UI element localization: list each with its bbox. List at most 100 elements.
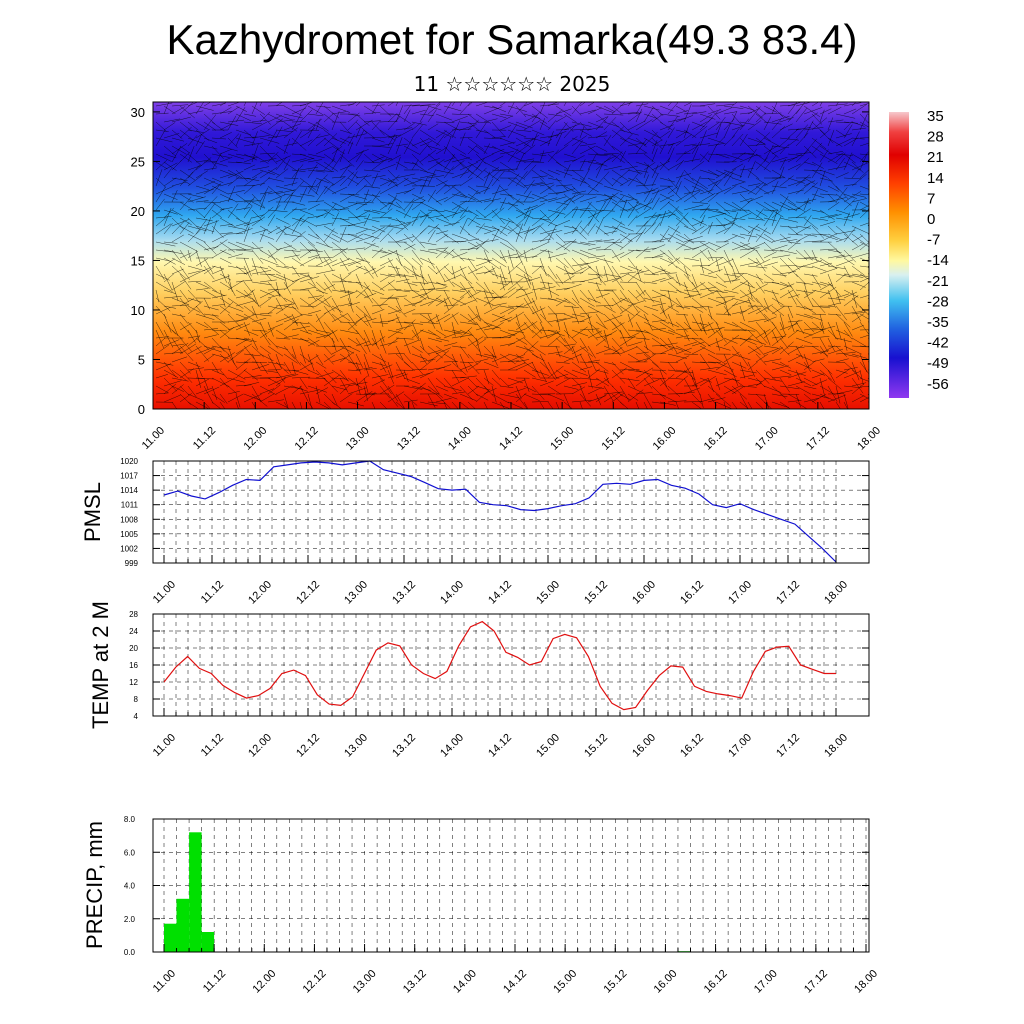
wind-barb [667,257,681,267]
wind-barb [579,201,592,219]
y-tick-label: 0.0 [124,948,136,957]
wind-barb [323,158,336,171]
wind-barb [587,246,601,251]
wind-barb [643,164,649,179]
wind-barb [339,393,353,403]
wind-barb [707,111,719,123]
wind-barb [339,171,355,187]
wind-barb [667,140,681,147]
wind-barb [363,265,374,279]
wind-barb [291,385,308,392]
precip-ylabel: PRECIP, mm [82,821,107,949]
wind-barb [851,127,867,131]
wind-barb [355,353,363,368]
wind-barb [651,244,666,251]
wind-barb [315,334,331,339]
wind-barb [515,129,532,132]
wind-barb [731,280,749,291]
wind-barb [211,153,230,158]
wind-barb [523,297,535,315]
wind-barb [235,401,239,409]
wind-barb [379,297,400,300]
wind-barb [235,361,249,364]
wind-barb [251,209,263,221]
wind-barb [835,237,849,243]
wind-barb [219,352,235,363]
wind-barb [155,374,168,379]
wind-barb [611,151,623,163]
wind-barb [739,304,756,315]
wind-barb [187,321,198,334]
wind-barb [251,337,259,350]
wind-barb [763,326,777,339]
wind-barb [283,281,292,295]
wind-barb [155,321,164,336]
wind-barb [739,241,758,252]
wind-barb [803,273,818,277]
wind-barb [203,347,216,355]
wind-barb [299,276,320,283]
wind-barb [803,313,823,321]
wind-barb [507,265,513,285]
wind-barb [475,145,488,154]
wind-barb [603,377,614,388]
wind-barb [611,369,626,384]
wind-barb [859,193,869,195]
wind-barb [851,243,864,251]
wind-barb [515,153,525,171]
wind-barb [179,241,198,252]
wind-barb [403,308,416,315]
wind-barb [851,174,867,187]
wind-barb [219,148,233,155]
wind-barb [611,129,627,141]
wind-barb [627,152,647,155]
wind-barb [219,401,226,409]
wind-barb [827,377,842,390]
wind-barb [819,221,836,227]
wind-barb [427,215,444,219]
wind-barb [251,313,272,317]
wind-barb [419,401,438,407]
wind-barb [619,369,640,371]
wind-barb [747,182,764,195]
wind-barb [355,102,361,107]
wind-barb [371,289,384,295]
wind-barb [211,275,230,283]
wind-barb [563,238,577,251]
wind-barb [203,121,217,131]
wind-barb [435,377,446,387]
wind-barb [419,359,434,371]
wind-barb [699,130,707,147]
wind-barb [867,289,869,291]
wind-barb [843,102,862,107]
wind-barb [523,321,538,331]
wind-barb [731,310,747,315]
wind-barb [531,111,540,123]
wind-barb [299,329,312,335]
wind-barb [395,345,404,360]
wind-barb [635,138,647,155]
wind-barb [331,258,350,267]
wind-barb [227,377,245,383]
wind-barb [787,163,801,171]
wind-barb [259,102,263,107]
wind-barb [843,161,861,171]
wind-barb [259,206,274,219]
wind-barb [691,321,708,326]
wind-barb [227,345,235,365]
wind-barb [803,215,812,227]
wind-barb [259,192,267,211]
wind-barb [155,249,175,253]
wind-barb [843,177,862,180]
wind-barb [387,134,402,139]
wind-barb [715,378,733,387]
y-tick-label: 4.0 [124,882,136,891]
wind-barb [267,305,282,310]
wind-barb [531,161,545,163]
wind-barb [507,148,519,163]
wind-barb [379,353,388,369]
wind-barb [187,229,201,243]
wind-barb [219,297,231,306]
wind-barb [291,385,302,395]
